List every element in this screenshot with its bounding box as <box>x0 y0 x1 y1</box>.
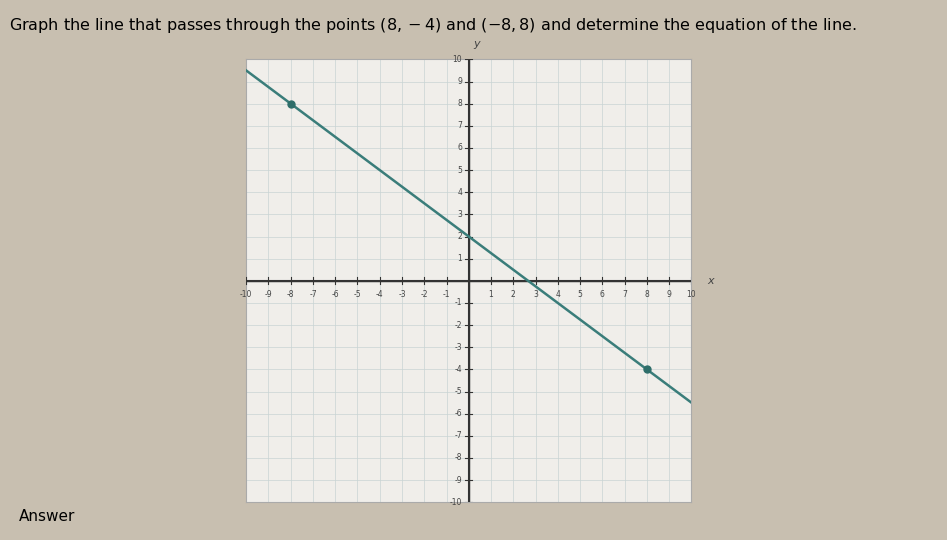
Text: -4: -4 <box>376 289 384 299</box>
Text: 4: 4 <box>555 289 561 299</box>
Text: 8: 8 <box>644 289 650 299</box>
Text: -6: -6 <box>455 409 462 418</box>
Text: -2: -2 <box>455 321 462 329</box>
Text: -5: -5 <box>455 387 462 396</box>
Text: 8: 8 <box>457 99 462 108</box>
Text: 7: 7 <box>622 289 627 299</box>
Text: 7: 7 <box>457 122 462 130</box>
Text: 9: 9 <box>667 289 671 299</box>
Text: -3: -3 <box>398 289 406 299</box>
Text: 10: 10 <box>687 289 696 299</box>
Text: 3: 3 <box>533 289 538 299</box>
Text: 1: 1 <box>489 289 493 299</box>
Text: 5: 5 <box>578 289 582 299</box>
Text: -9: -9 <box>455 476 462 484</box>
Text: y: y <box>474 39 480 49</box>
Text: x: x <box>706 276 713 286</box>
Text: 1: 1 <box>457 254 462 263</box>
Text: Graph the line that passes through the points $(8, -4)$ and $(-8, 8)$ and determ: Graph the line that passes through the p… <box>9 16 857 35</box>
Text: 2: 2 <box>457 232 462 241</box>
Text: 3: 3 <box>457 210 462 219</box>
Text: 6: 6 <box>457 144 462 152</box>
Text: -3: -3 <box>455 343 462 352</box>
Text: -1: -1 <box>455 299 462 307</box>
Text: 4: 4 <box>457 188 462 197</box>
Text: -2: -2 <box>420 289 428 299</box>
Text: -8: -8 <box>287 289 295 299</box>
Text: 2: 2 <box>510 289 516 299</box>
Text: Answer: Answer <box>19 509 76 524</box>
Text: 10: 10 <box>453 55 462 64</box>
Text: -9: -9 <box>264 289 273 299</box>
Text: -4: -4 <box>455 365 462 374</box>
Text: 5: 5 <box>457 166 462 174</box>
Text: -10: -10 <box>240 289 253 299</box>
Text: -8: -8 <box>455 454 462 462</box>
Text: 6: 6 <box>599 289 605 299</box>
Text: -7: -7 <box>309 289 317 299</box>
Text: -1: -1 <box>443 289 450 299</box>
Text: -6: -6 <box>331 289 339 299</box>
Text: 9: 9 <box>457 77 462 86</box>
Text: -5: -5 <box>353 289 362 299</box>
Text: -10: -10 <box>450 498 462 507</box>
Text: -7: -7 <box>455 431 462 440</box>
